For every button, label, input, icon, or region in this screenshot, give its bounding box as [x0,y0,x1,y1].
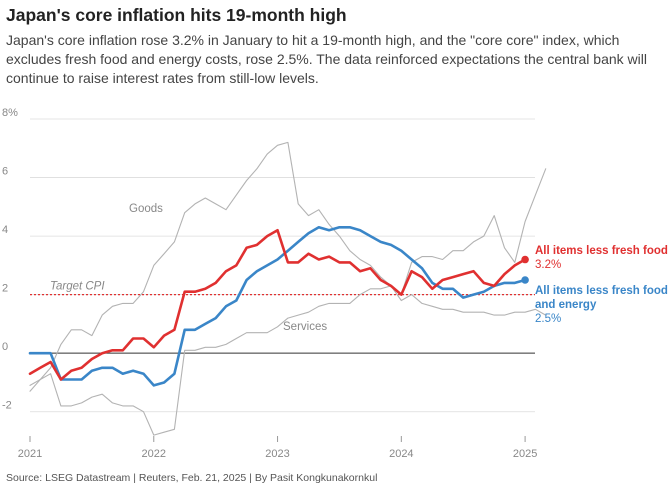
source-note: Source: LSEG Datastream | Reuters, Feb. … [6,472,378,484]
y-tick-label: 6 [2,166,8,178]
y-tick-label: 2 [2,283,8,295]
series-labels: Goods Services All items less fresh food an… [129,203,668,333]
series-label-core: All items less fresh food [535,245,668,257]
series-label-core_core: All items less fresh food [535,285,668,297]
series-line-services [29,285,547,436]
series-value-core: 3.2% [535,259,561,271]
target-label: Target CPI [50,281,105,293]
y-tick-label: 8% [2,107,18,119]
x-tick-label: 2025 [513,448,537,460]
x-tick-label: 2021 [18,448,42,460]
series-line-goods [29,141,547,392]
x-axis-ticks: 2021 2022 2023 2024 2025 [18,436,537,460]
series-line-core [28,228,527,381]
series-line-core_core [28,226,527,387]
target-cpi: Target CPI [30,281,535,296]
y-tick-label: -2 [2,400,12,412]
series-lines [28,141,547,436]
series-annotation-goods: Goods [129,203,163,215]
chart-subtitle: Japan's core inflation rose 3.2% in Janu… [6,32,647,86]
y-tick-label: 0 [2,341,8,353]
series-label-core_core: and energy [535,299,597,311]
series-annotation-services: Services [283,321,327,333]
x-tick-label: 2023 [265,448,289,460]
y-tick-label: 4 [2,224,8,236]
series-endpoint-core_core [521,276,529,284]
chart-title: Japan's core inflation hits 19-month hig… [6,5,347,25]
series-value-core_core: 2.5% [535,313,561,325]
x-tick-label: 2024 [389,448,413,460]
x-tick-label: 2022 [142,448,166,460]
y-axis-ticks: 8% 6 4 2 0 -2 [2,107,18,412]
series-endpoint-core [521,255,529,264]
